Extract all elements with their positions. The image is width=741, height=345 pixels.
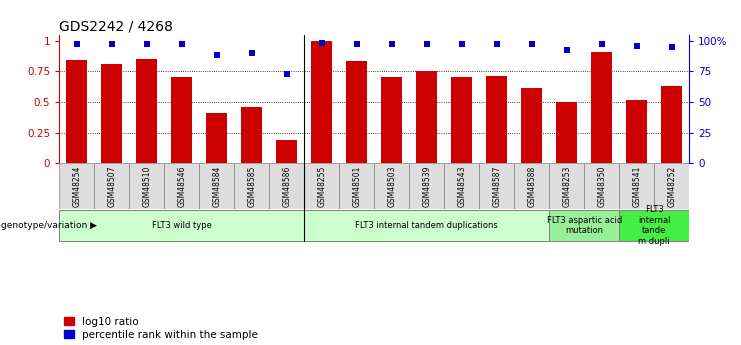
- Text: FLT3 wild type: FLT3 wild type: [152, 221, 212, 230]
- Point: [526, 41, 538, 47]
- Point: [210, 52, 222, 58]
- Bar: [416, 71, 437, 163]
- Bar: [171, 77, 192, 163]
- Bar: [486, 76, 507, 163]
- Point: [141, 41, 153, 47]
- FancyBboxPatch shape: [619, 210, 689, 241]
- Point: [316, 40, 328, 46]
- FancyBboxPatch shape: [514, 163, 549, 209]
- Text: GSM48588: GSM48588: [527, 166, 536, 207]
- Text: GSM48350: GSM48350: [597, 166, 606, 207]
- Bar: [661, 86, 682, 163]
- Bar: [451, 77, 472, 163]
- Text: GSM48503: GSM48503: [388, 166, 396, 207]
- Text: FLT3 internal tandem duplications: FLT3 internal tandem duplications: [356, 221, 498, 230]
- Text: GSM48586: GSM48586: [282, 166, 291, 207]
- FancyBboxPatch shape: [549, 210, 619, 241]
- Bar: [206, 113, 227, 163]
- FancyBboxPatch shape: [59, 210, 305, 241]
- Text: GSM48539: GSM48539: [422, 166, 431, 207]
- FancyBboxPatch shape: [619, 163, 654, 209]
- Text: GSM48587: GSM48587: [492, 166, 501, 207]
- Bar: [521, 88, 542, 163]
- Text: GSM48543: GSM48543: [457, 166, 466, 207]
- Point: [386, 41, 398, 47]
- Point: [491, 41, 502, 47]
- Bar: [136, 59, 157, 163]
- Point: [421, 41, 433, 47]
- Text: GDS2242 / 4268: GDS2242 / 4268: [59, 19, 173, 33]
- Bar: [591, 52, 612, 163]
- Bar: [626, 99, 647, 163]
- Text: FLT3 aspartic acid
mutation: FLT3 aspartic acid mutation: [547, 216, 622, 235]
- Bar: [66, 60, 87, 163]
- FancyBboxPatch shape: [654, 163, 689, 209]
- FancyBboxPatch shape: [199, 163, 234, 209]
- Point: [71, 41, 83, 47]
- FancyBboxPatch shape: [94, 163, 129, 209]
- Text: GSM48255: GSM48255: [317, 166, 326, 207]
- FancyBboxPatch shape: [549, 163, 584, 209]
- Text: GSM48253: GSM48253: [562, 166, 571, 207]
- Text: GSM48585: GSM48585: [247, 166, 256, 207]
- FancyBboxPatch shape: [59, 163, 94, 209]
- Text: GSM48252: GSM48252: [667, 166, 676, 207]
- Text: genotype/variation ▶: genotype/variation ▶: [1, 221, 97, 230]
- FancyBboxPatch shape: [584, 163, 619, 209]
- Bar: [381, 77, 402, 163]
- FancyBboxPatch shape: [479, 163, 514, 209]
- Text: GSM48541: GSM48541: [632, 166, 641, 207]
- FancyBboxPatch shape: [129, 163, 165, 209]
- Point: [176, 41, 187, 47]
- Point: [246, 50, 258, 56]
- Legend: log10 ratio, percentile rank within the sample: log10 ratio, percentile rank within the …: [64, 317, 258, 340]
- Bar: [276, 140, 297, 163]
- Text: GSM48507: GSM48507: [107, 166, 116, 207]
- Bar: [242, 107, 262, 163]
- Point: [456, 41, 468, 47]
- Point: [281, 71, 293, 77]
- FancyBboxPatch shape: [409, 163, 444, 209]
- Text: FLT3
internal
tande
m dupli: FLT3 internal tande m dupli: [638, 205, 671, 246]
- FancyBboxPatch shape: [234, 163, 269, 209]
- Text: GSM48510: GSM48510: [142, 166, 151, 207]
- Point: [106, 41, 118, 47]
- Bar: [346, 61, 368, 163]
- Bar: [556, 102, 577, 163]
- Point: [665, 44, 677, 50]
- FancyBboxPatch shape: [444, 163, 479, 209]
- FancyBboxPatch shape: [305, 210, 549, 241]
- Point: [596, 41, 608, 47]
- Point: [350, 41, 362, 47]
- FancyBboxPatch shape: [339, 163, 374, 209]
- Text: GSM48501: GSM48501: [352, 166, 361, 207]
- FancyBboxPatch shape: [305, 163, 339, 209]
- Bar: [102, 64, 122, 163]
- FancyBboxPatch shape: [269, 163, 305, 209]
- Point: [631, 43, 642, 48]
- FancyBboxPatch shape: [165, 163, 199, 209]
- Text: GSM48584: GSM48584: [212, 166, 222, 207]
- FancyBboxPatch shape: [374, 163, 409, 209]
- Text: GSM48546: GSM48546: [177, 166, 186, 207]
- Point: [561, 48, 573, 53]
- Text: GSM48254: GSM48254: [73, 166, 82, 207]
- Bar: [311, 41, 332, 163]
